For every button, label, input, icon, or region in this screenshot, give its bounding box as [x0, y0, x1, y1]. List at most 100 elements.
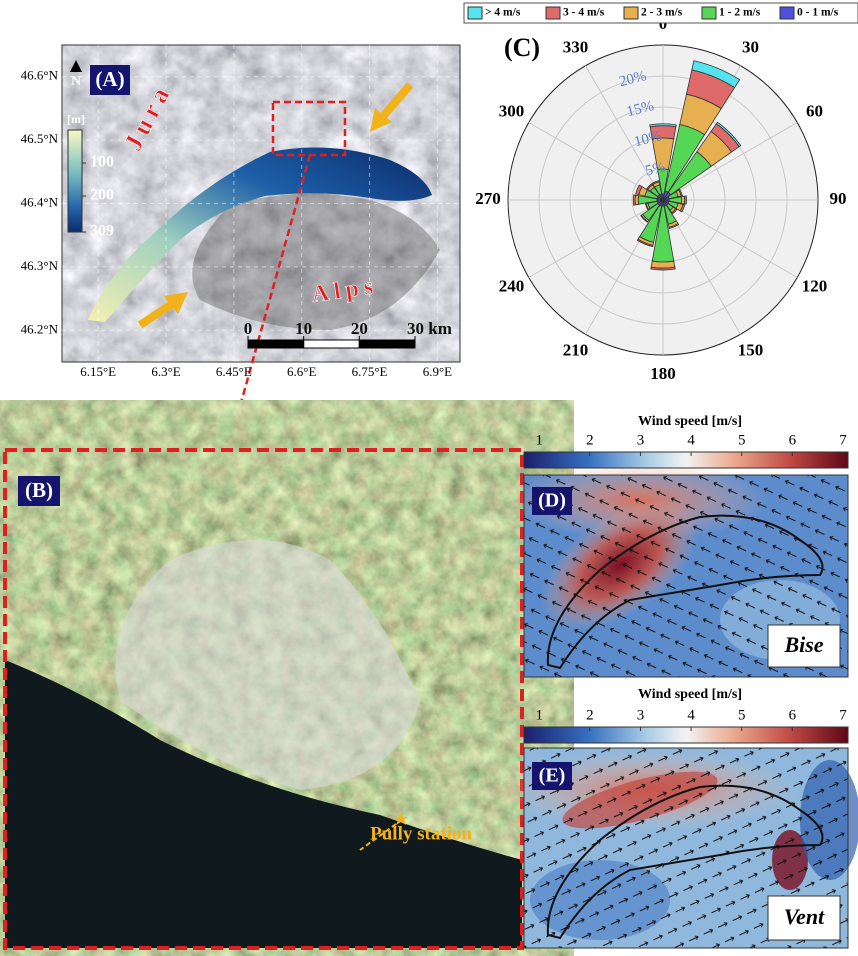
- lon-tick-label: 6.15°E: [80, 364, 116, 379]
- colorbar-tick-label: 5: [738, 707, 746, 723]
- zoom-arrow: [232, 154, 312, 429]
- panel-label: (A): [95, 67, 124, 91]
- legend-swatch: [779, 6, 795, 20]
- label-box: [90, 65, 130, 95]
- rose-wedge: [636, 238, 654, 248]
- lat-tick-label: 46.3°N: [21, 258, 59, 273]
- colorbar-tick-label: 3: [637, 432, 645, 448]
- depth-colorbar: [67, 129, 83, 233]
- frame: [523, 747, 849, 949]
- station-label: Pully station: [370, 823, 472, 844]
- angle-label: 150: [738, 340, 764, 359]
- colorbar-tick-label: 4: [687, 707, 695, 723]
- legend-swatch: [701, 6, 717, 20]
- radial-tick-label: 20%: [618, 68, 649, 90]
- angle-label: 180: [650, 364, 676, 383]
- radial-tick-label: 10%: [633, 128, 664, 150]
- rose-wedge: [644, 203, 649, 211]
- rose-wedge: [678, 188, 683, 197]
- label-box: [532, 762, 572, 790]
- panel-label: (B): [25, 478, 53, 502]
- lat-tick-label: 46.4°N: [21, 194, 59, 209]
- panel-b-frame: [3, 448, 524, 950]
- lon-tick-label: 6.75°E: [352, 364, 388, 379]
- colorbar-tick-label: 3: [637, 707, 645, 723]
- wind-arrowhead: [164, 292, 188, 314]
- label-box: [18, 476, 60, 506]
- colorbar-tick-label: 6: [789, 432, 797, 448]
- rose-wedge: [715, 121, 742, 148]
- panel-e: (E) Vent Wind speed [m/s] 1 2 3 4 5 6 7: [500, 687, 858, 949]
- radial-tick-label: 15%: [625, 98, 656, 120]
- legend-label: 2 - 3 m/s: [641, 7, 683, 19]
- north-label: N: [71, 74, 81, 89]
- rose-wedge: [649, 123, 677, 128]
- station-marker: [394, 812, 408, 825]
- regime-label: Bise: [783, 632, 823, 657]
- lon-tick-label: 6.6°E: [287, 364, 316, 379]
- urban: [115, 540, 421, 790]
- colorbar: [523, 726, 849, 744]
- rose-wedge: [640, 214, 649, 223]
- scale-segment: [303, 339, 360, 349]
- legend-swatch: [545, 6, 561, 20]
- scale-label: 30 km: [407, 319, 452, 338]
- angular-grid: [528, 199, 664, 278]
- scale-segment: [358, 339, 416, 349]
- rose-wedge: [650, 260, 676, 269]
- wind-arrowhead: [370, 108, 392, 132]
- angular-grid: [662, 199, 798, 278]
- rose-wedge: [651, 180, 660, 185]
- wind-rose: 03060901201501802102402703003305%10%15%2…: [463, 2, 858, 383]
- rose-wedge: [668, 222, 680, 229]
- lat-tick-label: 46.5°N: [21, 131, 59, 146]
- lake-outline: [546, 514, 824, 670]
- angle-label: 270: [475, 189, 501, 208]
- depth-title: [m]: [67, 112, 85, 126]
- lon-tick-label: 6.9°E: [423, 364, 452, 379]
- rose-wedge: [691, 60, 741, 89]
- panel-d: (D) Bise Wind speed [m/s] 1 2 3 4 5 6 7: [510, 414, 849, 678]
- lon-tick-label: 6.3°E: [151, 364, 180, 379]
- depth-tick-label: 100: [90, 154, 114, 171]
- lake-outline: [546, 784, 824, 940]
- panel-label: (E): [539, 765, 566, 787]
- colorbar-title: Wind speed [m/s]: [638, 687, 742, 702]
- angle-label: 210: [563, 340, 589, 359]
- angular-grid: [585, 65, 664, 201]
- angle-label: 30: [742, 37, 759, 56]
- rose-wedge: [683, 195, 687, 205]
- legend-label: > 4 m/s: [485, 7, 521, 19]
- lake-b: [5, 660, 522, 948]
- rose-wedge: [650, 266, 676, 271]
- legend-swatch: [623, 6, 639, 20]
- colorbar-tick-label: 1: [535, 432, 543, 448]
- colorbar-title: Wind speed [m/s]: [638, 414, 742, 429]
- lake: [88, 147, 432, 322]
- frame: [523, 474, 849, 678]
- angular-grid: [662, 122, 798, 201]
- legend-label: 3 - 4 m/s: [563, 7, 605, 19]
- zoom-arrowhead: [226, 424, 241, 440]
- north-arrow: [70, 60, 82, 72]
- colorbar-tick-label: 7: [839, 707, 847, 723]
- rose-wedge: [632, 194, 636, 206]
- angle-label: 120: [802, 276, 828, 295]
- radial-tick-label: 5%: [644, 159, 667, 179]
- angle-label: 60: [806, 101, 823, 120]
- angle-label: 90: [830, 189, 847, 208]
- rose-wedge: [671, 208, 678, 215]
- colorbar-tick-label: 1: [535, 707, 543, 723]
- scale-segment: [247, 339, 305, 349]
- colorbar-tick-label: 2: [586, 707, 594, 723]
- colorbar-tick-label: 2: [586, 432, 594, 448]
- colorbar: [523, 451, 849, 469]
- depth-tick-label: 309: [90, 223, 114, 240]
- wind-arrow: [376, 82, 414, 123]
- scale-label: 10: [295, 319, 312, 338]
- colorbar-tick-label: 4: [687, 432, 695, 448]
- legend-label: 1 - 2 m/s: [719, 7, 761, 19]
- regime-label: Vent: [784, 904, 825, 929]
